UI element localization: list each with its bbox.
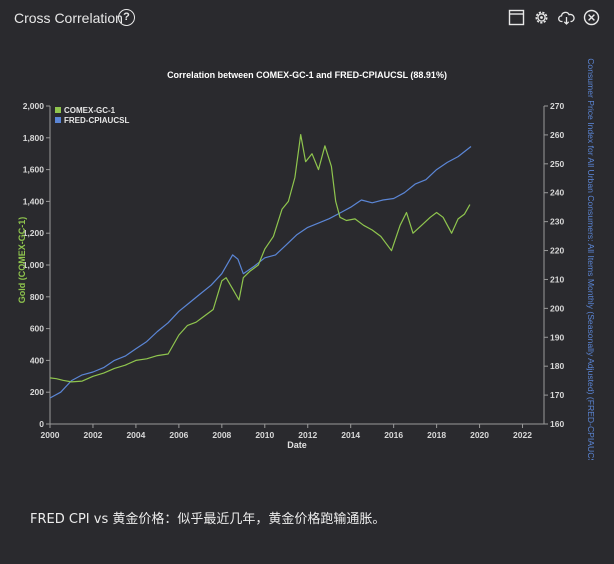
x-tick-label: 2012 [298, 430, 317, 440]
chart-caption: FRED CPI vs 黄金价格：似乎最近几年，黄金价格跑输通胀。 [30, 512, 386, 527]
y-left-axis-label: Gold (COMEX-GC-1) [17, 217, 27, 304]
x-tick-label: 2010 [255, 430, 274, 440]
x-axis-label: Date [287, 440, 307, 450]
x-tick-label: 2018 [427, 430, 446, 440]
legend-swatch-cpi [55, 117, 61, 123]
x-tick-label: 2014 [341, 430, 360, 440]
x-tick-label: 2022 [513, 430, 532, 440]
y-right-tick-label: 270 [550, 101, 564, 111]
chart-area: Correlation between COMEX-GC-1 and FRED-… [0, 40, 614, 460]
x-tick-label: 2000 [41, 430, 60, 440]
y-right-tick-label: 190 [550, 332, 564, 342]
y-right-tick-label: 210 [550, 274, 564, 284]
chart-title: Correlation between COMEX-GC-1 and FRED-… [167, 70, 447, 80]
y-left-tick-label: 200 [30, 387, 44, 397]
y-right-tick-label: 160 [550, 419, 564, 429]
series-lines [49, 133, 472, 399]
x-tick-label: 2004 [126, 430, 145, 440]
close-icon[interactable] [583, 9, 600, 26]
y-right-tick-label: 260 [550, 130, 564, 140]
x-tick-label: 2008 [212, 430, 231, 440]
y-right-axis-label: Consumer Price Index for All Urban Consu… [586, 58, 596, 460]
x-tick-label: 2006 [169, 430, 188, 440]
y-right-tick-label: 180 [550, 361, 564, 371]
legend: COMEX-GC-1 FRED-CPIAUCSL [55, 106, 129, 125]
y-left-tick-label: 1,800 [23, 133, 45, 143]
y-left-tick-label: 400 [30, 355, 44, 365]
x-tick-label: 2016 [384, 430, 403, 440]
y-left-tick-label: 600 [30, 324, 44, 334]
y-right-tick-label: 220 [550, 246, 564, 256]
y-left-tick-label: 0 [39, 419, 44, 429]
cpi-series-line [49, 146, 472, 399]
x-tick-labels: 2000 2002 2004 2006 2008 2010 2012 2014 2016 2018… [41, 424, 532, 440]
x-tick-label: 2020 [470, 430, 489, 440]
window-toolbar [508, 9, 600, 26]
gear-icon[interactable] [533, 9, 550, 26]
y-right-tick-label: 230 [550, 217, 564, 227]
y-left-tick-label: 800 [30, 292, 44, 302]
y-right-tick-label: 250 [550, 159, 564, 169]
x-tick-label: 2002 [83, 430, 102, 440]
cloud-download-icon[interactable] [558, 9, 575, 26]
gold-series-line [49, 133, 471, 383]
help-icon[interactable]: ? [118, 9, 135, 26]
window-title: Cross Correlation [14, 10, 123, 26]
legend-label-gold: COMEX-GC-1 [64, 106, 116, 115]
y-left-tick-label: 1,400 [23, 196, 45, 206]
y-left-tick-labels: 0 200 400 600 800 1,000 1,200 1,400 1,600 1,800 2,… [23, 101, 50, 429]
correlation-chart: Correlation between COMEX-GC-1 and FRED-… [17, 58, 596, 460]
window-header: Cross Correlation ? [0, 0, 614, 38]
y-left-tick-label: 1,200 [23, 228, 45, 238]
y-left-tick-label: 1,600 [23, 165, 45, 175]
y-left-tick-label: 2,000 [23, 101, 45, 111]
y-left-tick-label: 1,000 [23, 260, 45, 270]
window-icon[interactable] [508, 9, 525, 26]
y-right-tick-label: 170 [550, 390, 564, 400]
y-right-tick-labels: 160 170 180 190 200 210 220 230 240 250 260 270 [544, 101, 564, 429]
y-right-tick-label: 200 [550, 303, 564, 313]
legend-label-cpi: FRED-CPIAUCSL [64, 116, 129, 125]
legend-swatch-gold [55, 107, 61, 113]
y-right-tick-label: 240 [550, 188, 564, 198]
